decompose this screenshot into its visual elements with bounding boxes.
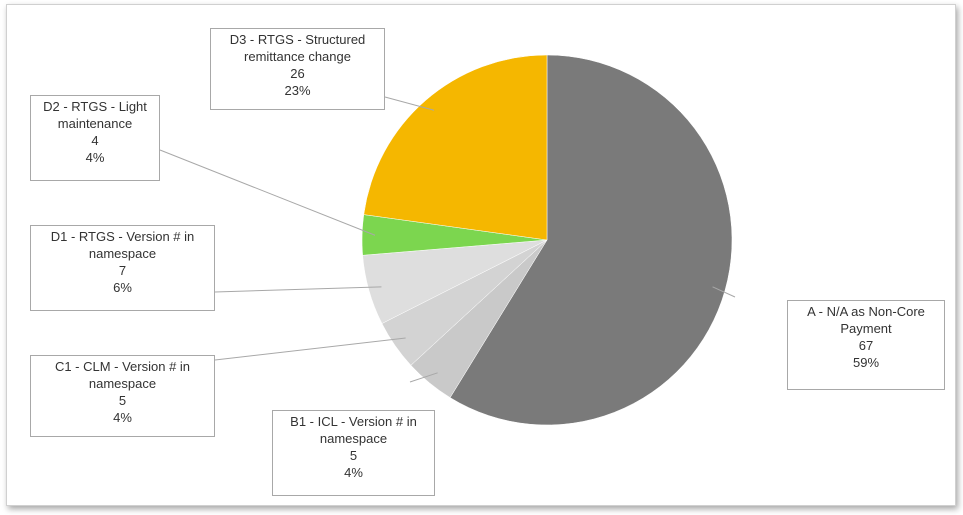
data-label: A - N/A as Non-Core Payment 67 59%	[787, 300, 945, 390]
percent-label: 23%	[284, 83, 311, 98]
leader-line	[214, 337, 406, 361]
category-label: D2 - RTGS - Light maintenance	[43, 99, 147, 131]
data-label: D1 - RTGS - Version # in namespace 7 6%	[30, 225, 215, 311]
data-label: D3 - RTGS - Structured remittance change…	[210, 28, 385, 110]
pie-slice	[363, 54, 548, 241]
value-label: 4	[91, 133, 99, 148]
percent-label: 59%	[852, 355, 880, 370]
category-label: A - N/A as Non-Core Payment	[807, 304, 925, 336]
category-label: B1 - ICL - Version # in namespace	[290, 414, 417, 446]
percent-label: 4%	[85, 150, 105, 165]
leader-line	[384, 96, 435, 111]
data-label: C1 - CLM - Version # in namespace 5 4%	[30, 355, 215, 437]
percent-label: 4%	[113, 410, 132, 425]
pie-slice	[449, 54, 733, 426]
leader-line	[712, 286, 736, 298]
data-label: B1 - ICL - Version # in namespace 5 4%	[272, 410, 435, 496]
value-label: 5	[118, 393, 127, 408]
category-label: C1 - CLM - Version # in namespace	[54, 359, 191, 391]
percent-label: 4%	[344, 465, 363, 480]
value-label: 26	[290, 66, 305, 81]
category-label: D1 - RTGS - Version # in namespace	[50, 229, 195, 261]
value-label: 5	[349, 448, 358, 463]
data-label: D2 - RTGS - Light maintenance 4 4%	[30, 95, 160, 181]
leader-line	[409, 372, 438, 383]
value-label: 7	[118, 263, 127, 278]
category-label: D3 - RTGS - Structured remittance change	[229, 32, 366, 64]
leader-line	[159, 149, 376, 236]
value-label: 67	[858, 338, 874, 353]
leader-line	[214, 286, 382, 293]
percent-label: 6%	[113, 280, 132, 295]
